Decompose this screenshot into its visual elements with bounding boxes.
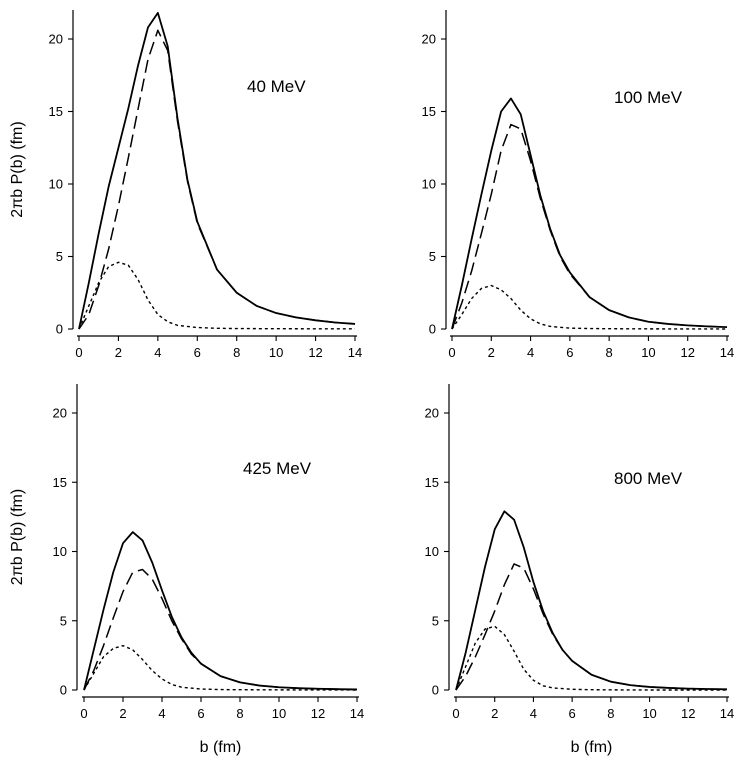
series-line-dashed (78, 29, 356, 330)
x-tick-label: 2 (488, 345, 495, 360)
x-axis-title: b (fm) (571, 739, 613, 756)
series-line-dashed (83, 568, 358, 691)
x-tick-label: 14 (720, 706, 734, 721)
x-tick-label: 10 (641, 345, 655, 360)
energy-label: 100 MeV (614, 88, 683, 107)
y-tick-label: 20 (53, 406, 67, 421)
x-tick-label: 10 (642, 706, 656, 721)
series-line-solid (455, 510, 728, 691)
y-tick-label: 10 (422, 177, 436, 192)
x-tick-label: 10 (269, 345, 283, 360)
series-line-dashed (455, 563, 728, 691)
x-tick-label: 8 (607, 706, 614, 721)
series-line-dotted (83, 644, 358, 691)
energy-label: 800 MeV (614, 469, 683, 488)
x-tick-label: 6 (197, 706, 204, 721)
x-tick-label: 2 (119, 706, 126, 721)
y-tick-label: 0 (60, 683, 67, 698)
x-tick-label: 12 (311, 706, 325, 721)
y-tick-label: 5 (56, 249, 63, 264)
x-tick-label: 0 (80, 706, 87, 721)
x-tick-label: 8 (233, 345, 240, 360)
x-tick-label: 0 (452, 706, 459, 721)
x-tick-label: 6 (569, 706, 576, 721)
y-tick-label: 0 (429, 322, 436, 337)
x-tick-label: 12 (681, 706, 695, 721)
y-tick-label: 5 (60, 613, 67, 628)
x-tick-label: 6 (566, 345, 573, 360)
x-tick-label: 6 (194, 345, 201, 360)
series-line-solid (78, 12, 356, 330)
energy-label: 40 MeV (247, 77, 306, 96)
y-tick-label: 15 (422, 104, 436, 119)
x-tick-label: 0 (75, 345, 82, 360)
x-tick-label: 14 (350, 706, 364, 721)
x-tick-label: 4 (530, 706, 537, 721)
series-line-solid (451, 97, 728, 330)
chart-panel-4: 0 5 10 15 20 0 2 4 6 8 10 12 14 800 MeV b (fm) (425, 384, 734, 756)
y-tick-label: 10 (425, 544, 439, 559)
x-tick-label: 0 (448, 345, 455, 360)
y-axis-title: 2πb P(b) (fm) (9, 489, 26, 585)
x-tick-label: 4 (154, 345, 161, 360)
y-tick-label: 15 (53, 475, 67, 490)
x-tick-label: 12 (308, 345, 322, 360)
energy-label: 425 MeV (243, 459, 312, 478)
y-tick-label: 10 (49, 177, 63, 192)
y-axis-title: 2πb P(b) (fm) (9, 121, 26, 217)
x-tick-label: 14 (720, 345, 734, 360)
series-line-dashed (451, 123, 728, 330)
series-line-dotted (455, 625, 727, 691)
x-tick-label: 2 (115, 345, 122, 360)
y-tick-label: 20 (425, 406, 439, 421)
x-tick-label: 4 (527, 345, 534, 360)
y-tick-label: 15 (49, 104, 63, 119)
x-tick-label: 2 (491, 706, 498, 721)
y-tick-label: 5 (429, 249, 436, 264)
y-tick-label: 5 (432, 613, 439, 628)
x-tick-label: 4 (158, 706, 165, 721)
y-tick-label: 20 (49, 32, 63, 47)
x-tick-label: 12 (680, 345, 694, 360)
y-tick-label: 0 (56, 322, 63, 337)
series-line-solid (83, 531, 358, 691)
x-tick-label: 8 (606, 345, 613, 360)
chart-panel-1: 0 5 10 15 20 0 2 4 6 8 10 12 14 40 MeV 2πb P(b) (fm) (9, 10, 362, 360)
y-tick-label: 10 (53, 544, 67, 559)
x-tick-label: 14 (348, 345, 362, 360)
chart-panel-3: 0 5 10 15 20 0 2 4 6 8 10 12 14 425 MeV 2πb P(b) (fm) b… (9, 384, 364, 756)
x-tick-label: 10 (272, 706, 286, 721)
series-line-dotted (78, 261, 356, 330)
chart-panel-2: 0 5 10 15 20 0 2 4 6 8 10 12 14 100 MeV (422, 10, 734, 360)
series-line-dotted (451, 284, 728, 330)
x-axis-title: b (fm) (200, 739, 242, 756)
y-tick-label: 0 (432, 683, 439, 698)
y-tick-label: 20 (422, 32, 436, 47)
y-tick-label: 15 (425, 475, 439, 490)
x-tick-label: 8 (236, 706, 243, 721)
